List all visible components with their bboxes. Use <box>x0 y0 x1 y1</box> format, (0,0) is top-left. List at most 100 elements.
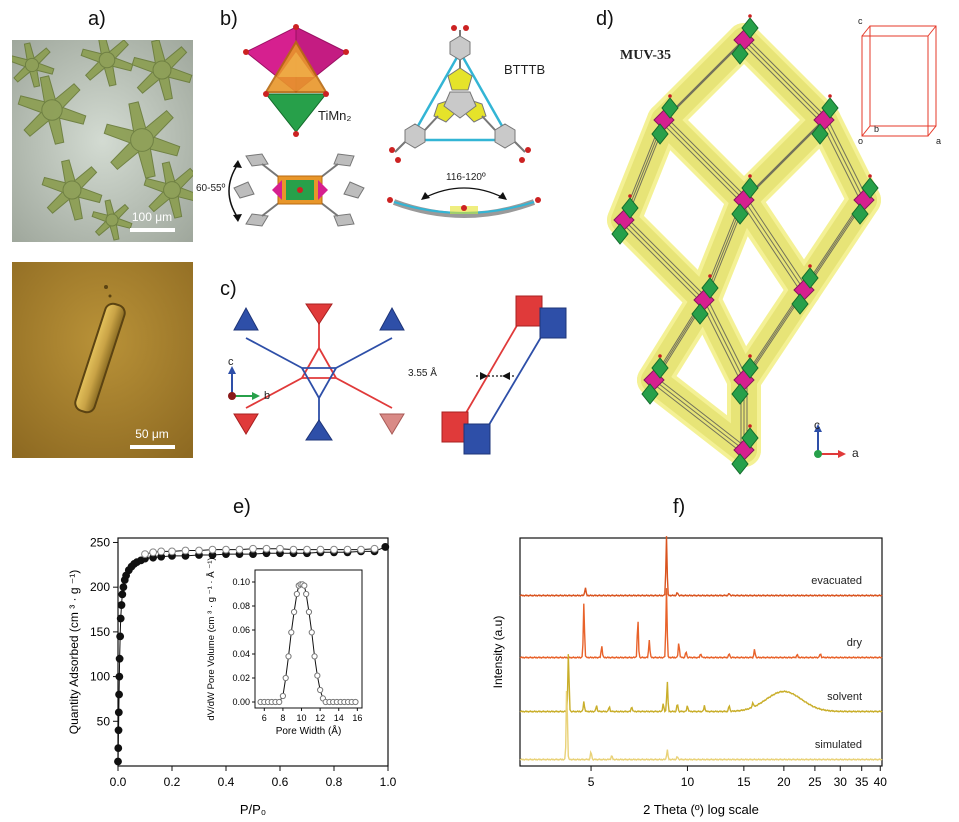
adsorption-point <box>116 632 125 641</box>
x-tick-label: 35 <box>855 775 869 789</box>
distance-label: 3.55 Å <box>408 368 437 379</box>
axis-b-label: b <box>264 390 271 402</box>
pore-distribution-point <box>293 590 300 598</box>
cell-label-c: c <box>858 16 863 26</box>
angle-arrow-left <box>228 160 242 222</box>
desorption-point <box>316 545 325 554</box>
pore-distribution-point <box>352 698 359 706</box>
tiMn-cluster-drawing <box>243 24 349 137</box>
desorption-point <box>222 545 230 554</box>
adsorption-point <box>115 654 124 663</box>
pxrd-trace-dry <box>519 588 883 660</box>
inset-x-tick-label: 8 <box>280 713 285 723</box>
pore-distribution-point <box>308 629 315 636</box>
pore-distribution-point <box>314 672 321 679</box>
pxrd-series-label: dry <box>847 637 863 649</box>
unit-cell-box <box>861 25 937 137</box>
y-tick-label: 100 <box>90 670 110 684</box>
x-tick-label: 0.0 <box>110 775 127 789</box>
desorption-point <box>208 545 217 554</box>
pore-distribution-point <box>317 686 324 694</box>
adsorption-point <box>114 744 123 753</box>
btttb-side-view <box>387 187 541 218</box>
adsorption-point <box>118 590 127 599</box>
y-tick-label: 150 <box>90 625 110 639</box>
adsorption-point <box>119 583 128 592</box>
adsorption-point <box>114 708 123 717</box>
pxrd-trace-simulated <box>519 690 883 762</box>
inset-y-tick-label: 0.06 <box>232 625 250 635</box>
inset-x-label: Pore Width (Å) <box>276 724 342 737</box>
x-tick-label: 0.8 <box>326 775 343 789</box>
pore-distribution-point <box>288 629 295 636</box>
y-axis-label: Quantity Adsorbed (cm ³ · g ⁻¹) <box>67 570 81 734</box>
panel-c-label: c) <box>220 278 237 300</box>
btttb-linker-drawing <box>389 25 531 163</box>
adsorption-point <box>114 757 122 766</box>
rod-micrograph-bottom: 50 μm <box>12 262 193 458</box>
topology-net-drawing <box>233 303 405 441</box>
desorption-point <box>195 546 203 555</box>
adsorption-point <box>381 543 390 551</box>
pore-distribution-point <box>285 653 292 660</box>
x-tick-label: 40 <box>874 775 888 789</box>
x-tick-label: 30 <box>834 775 848 789</box>
pxrd-trace-solvent <box>519 654 883 714</box>
inset-frame <box>254 569 363 709</box>
isotherm-frame <box>117 537 389 767</box>
pxrd-trace-evacuated <box>519 536 883 597</box>
desorption-point <box>149 548 158 557</box>
y-tick-label: 250 <box>90 535 110 549</box>
desorption-point <box>168 547 176 556</box>
angle-right-label: 116-120º <box>446 172 486 183</box>
desorption-point <box>181 546 190 555</box>
adsorption-point <box>117 601 126 609</box>
angle-left-label: 60-55º <box>196 183 226 194</box>
adsorption-point <box>115 690 123 699</box>
pxrd-series-label: simulated <box>815 739 862 751</box>
pxrd-frame <box>519 537 883 767</box>
panel-f-label: f) <box>673 496 686 518</box>
panel-a-label: a) <box>88 8 106 30</box>
desorption-point <box>289 545 298 554</box>
x-tick-label: 20 <box>777 775 791 789</box>
desorption-point <box>343 545 352 554</box>
desorption-point <box>370 544 379 553</box>
desorption-point <box>330 545 338 554</box>
pore-distribution-point <box>305 608 313 616</box>
pore-distribution-point <box>311 653 318 660</box>
pxrd-series-label: evacuated <box>811 575 862 587</box>
inset-y-tick-label: 0.08 <box>232 601 250 611</box>
desorption-point <box>249 544 257 553</box>
inset-y-tick-label: 0.02 <box>232 673 250 683</box>
inset-y-tick-label: 0.04 <box>232 649 250 659</box>
desorption-point <box>262 544 271 553</box>
scale-bar-top <box>130 228 175 232</box>
mof-title: MUV-35 <box>620 48 672 63</box>
inset-x-tick-label: 6 <box>262 713 267 723</box>
pxrd-series-label: solvent <box>827 691 862 703</box>
panel-d-label: d) <box>596 8 614 30</box>
desorption-point <box>141 550 149 558</box>
axis-c-label: c <box>228 356 234 368</box>
x-tick-label: 15 <box>737 775 751 789</box>
axis-c-label-d: c <box>814 418 820 432</box>
inset-y-tick-label: 0.00 <box>232 697 250 707</box>
axis-a-label-d: a <box>852 446 859 460</box>
inset-y-tick-label: 0.10 <box>232 577 250 587</box>
scale-label-top: 100 μm <box>132 210 172 224</box>
pore-distribution-point <box>279 692 287 700</box>
x-tick-label: 1.0 <box>380 775 397 789</box>
cell-label-b: b <box>874 124 880 134</box>
inset-x-tick-label: 12 <box>315 713 325 723</box>
btttb-label: BTTTB <box>504 62 546 77</box>
x-tick-label: 5 <box>588 775 595 789</box>
inset-x-tick-label: 14 <box>334 713 344 723</box>
stacking-drawing <box>441 295 567 455</box>
pore-distribution-point <box>276 698 283 706</box>
y-axis-label: Intensity (a.u) <box>491 616 505 689</box>
desorption-point <box>303 545 311 554</box>
x-axis-label: P/P₀ <box>240 802 266 817</box>
panel-b-label: b) <box>220 8 238 30</box>
isotherm-chart: 0.0 0.2 0.4 0.6 0.8 1.0 50 100 150 200 250 P/P₀ Quan… <box>67 535 397 817</box>
